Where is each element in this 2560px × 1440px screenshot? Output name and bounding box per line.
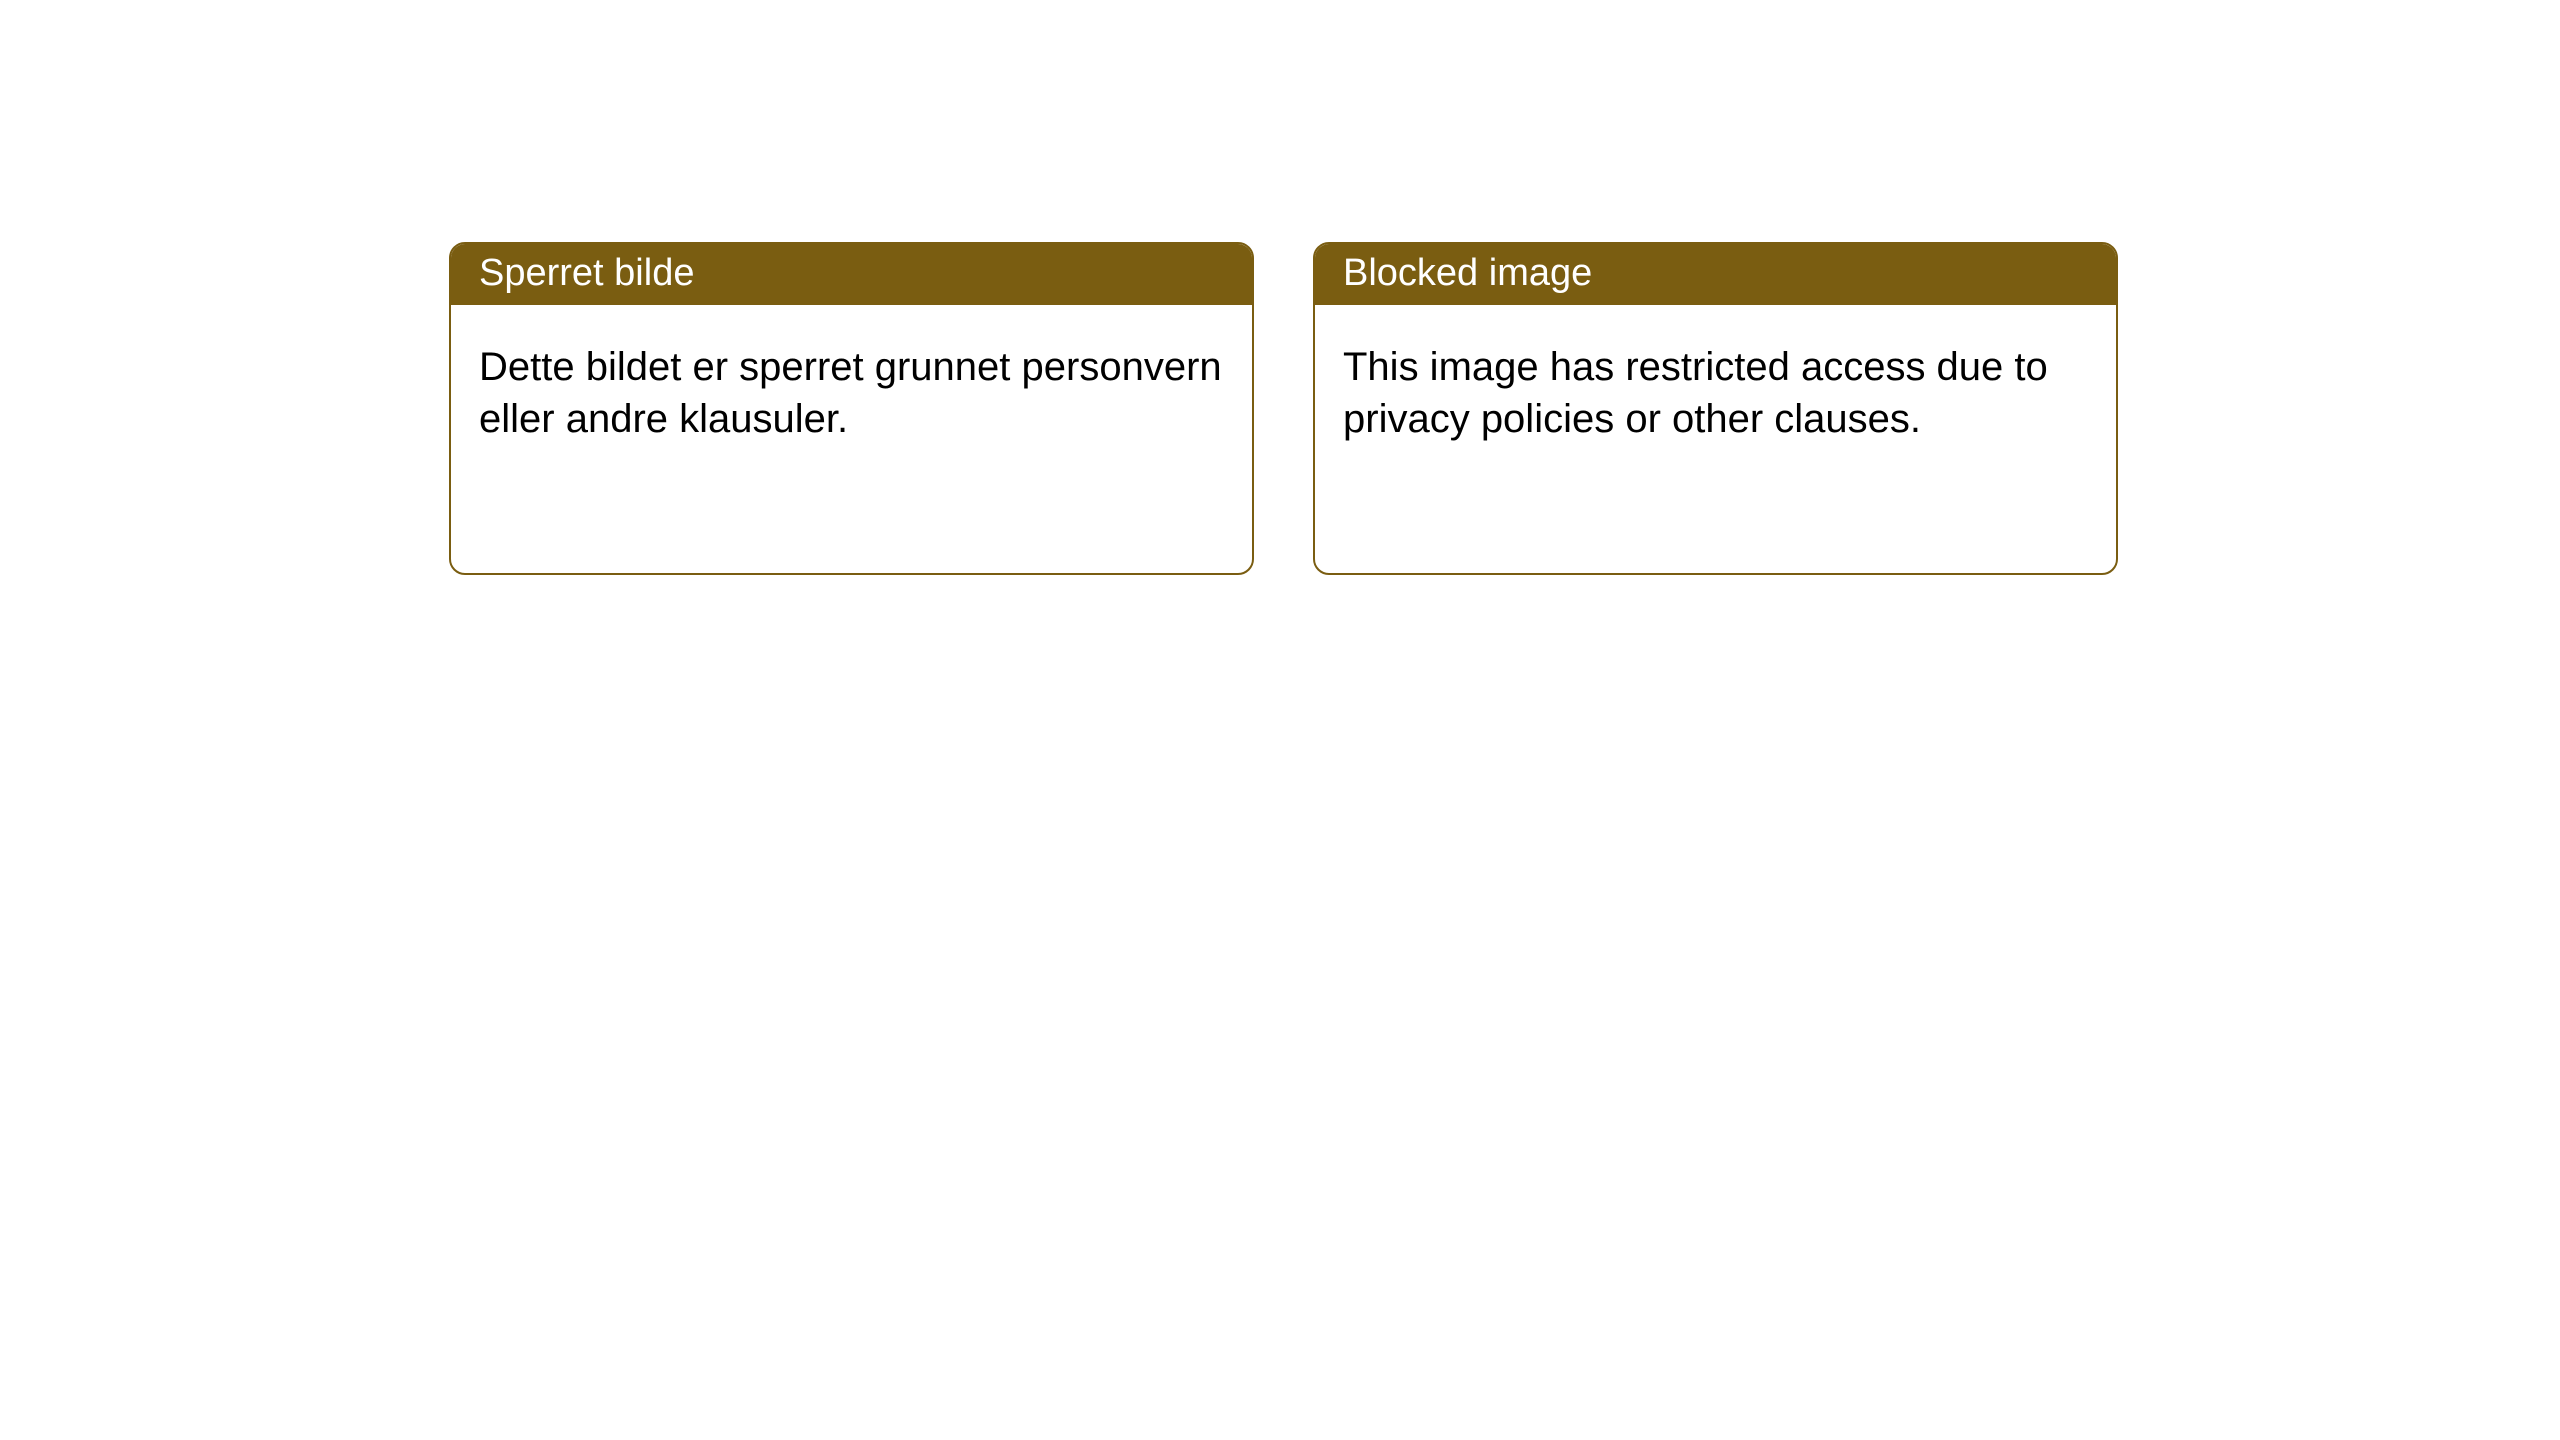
notice-text-english: This image has restricted access due to … bbox=[1343, 345, 2048, 441]
notice-header-english: Blocked image bbox=[1315, 244, 2116, 305]
notice-header-norwegian: Sperret bilde bbox=[451, 244, 1252, 305]
notice-card-norwegian: Sperret bilde Dette bildet er sperret gr… bbox=[449, 242, 1254, 575]
notice-title-english: Blocked image bbox=[1343, 252, 1592, 294]
notice-text-norwegian: Dette bildet er sperret grunnet personve… bbox=[479, 345, 1222, 441]
notice-card-english: Blocked image This image has restricted … bbox=[1313, 242, 2118, 575]
notice-title-norwegian: Sperret bilde bbox=[479, 252, 694, 294]
notice-container: Sperret bilde Dette bildet er sperret gr… bbox=[0, 0, 2560, 575]
notice-body-english: This image has restricted access due to … bbox=[1315, 305, 2116, 473]
notice-body-norwegian: Dette bildet er sperret grunnet personve… bbox=[451, 305, 1252, 473]
